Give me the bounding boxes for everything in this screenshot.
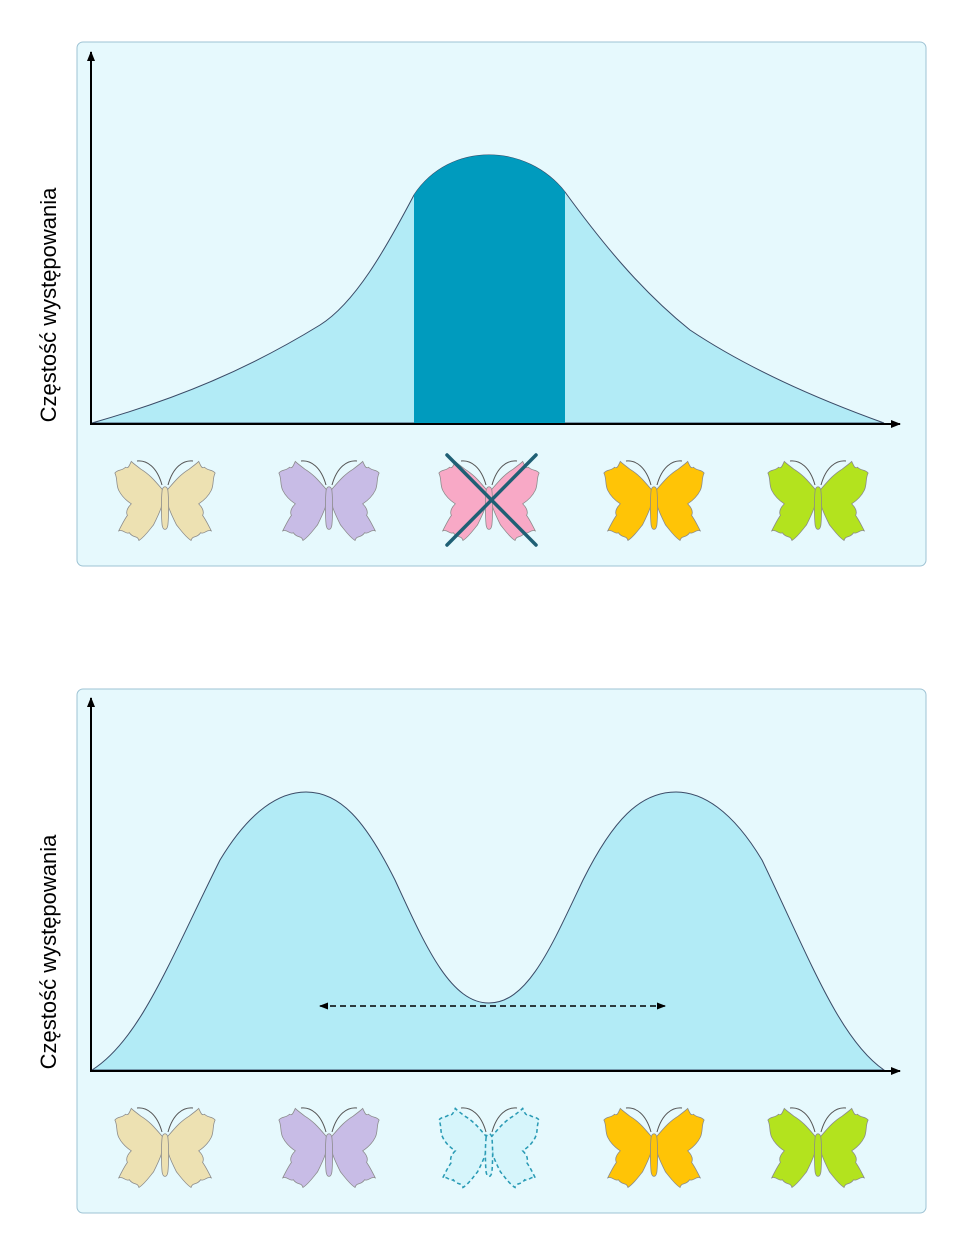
butterfly-icon bbox=[767, 460, 869, 541]
butterfly-icon bbox=[278, 460, 380, 541]
butterfly-row bbox=[114, 1107, 869, 1189]
butterfly-icon bbox=[114, 1107, 216, 1188]
y-axis-label: Częstość występowania bbox=[36, 187, 61, 423]
butterfly-icon bbox=[114, 460, 216, 541]
butterfly-icon bbox=[603, 1107, 705, 1188]
butterfly-icon bbox=[603, 460, 705, 541]
selected-middle-region bbox=[414, 155, 565, 423]
butterfly-row bbox=[114, 460, 869, 541]
y-axis-label: Częstość występowania bbox=[36, 834, 61, 1070]
cross-mark-icon bbox=[445, 453, 538, 547]
panel-bottom: Częstość występowania bbox=[36, 688, 927, 1214]
butterfly-icon bbox=[438, 1107, 540, 1189]
panel-top: Częstość występowania bbox=[36, 41, 927, 567]
butterfly-icon bbox=[278, 1107, 380, 1188]
butterfly-icon bbox=[767, 1107, 869, 1188]
butterfly-icon bbox=[438, 460, 540, 541]
